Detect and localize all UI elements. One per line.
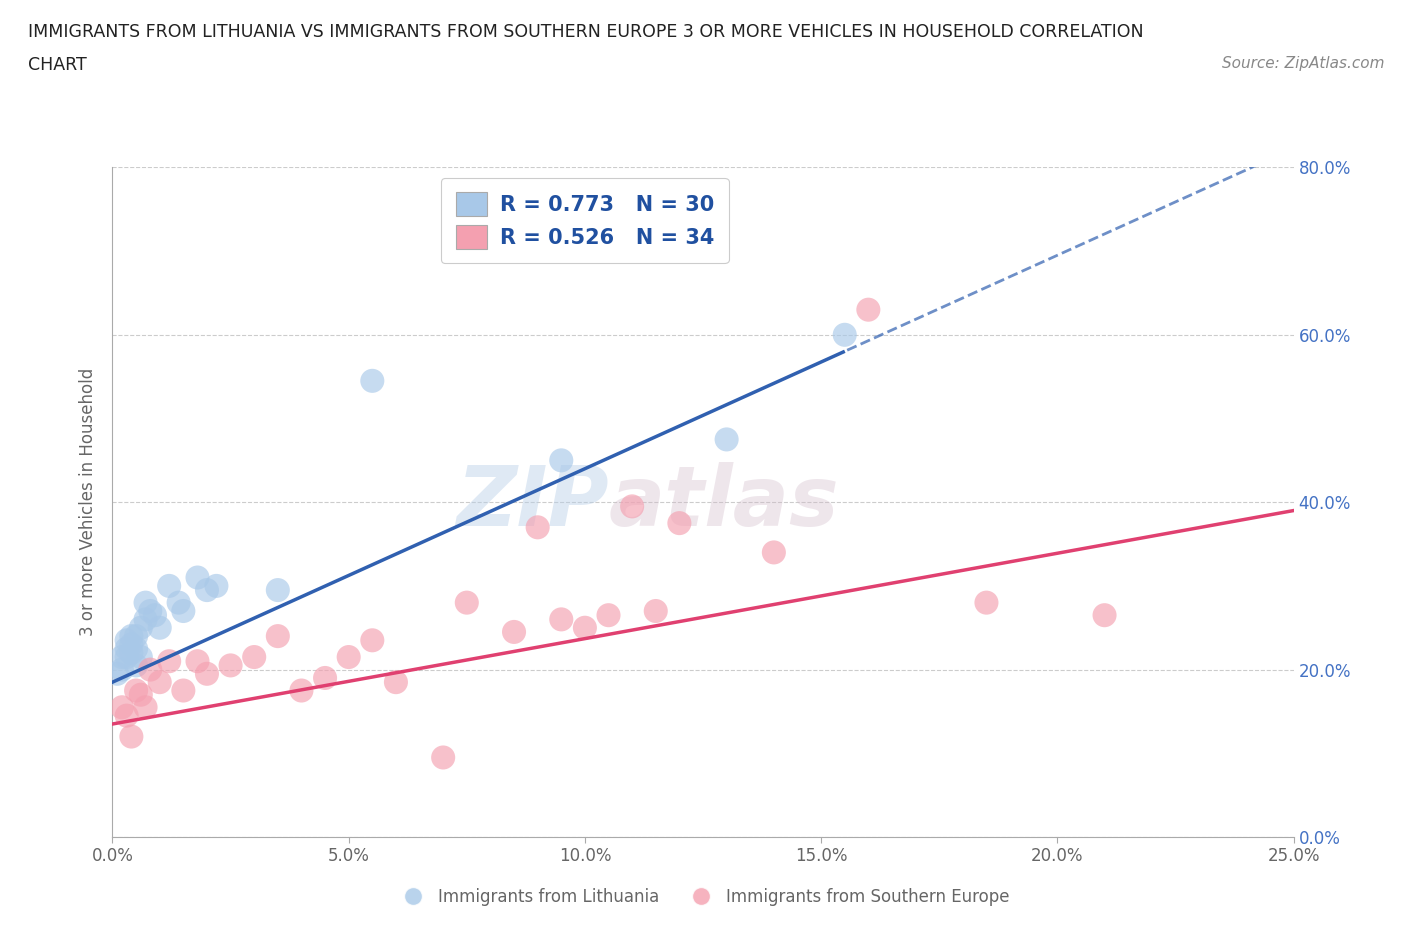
Point (143, 608, 166, 623)
Y-axis label: 3 or more Vehicles in Household: 3 or more Vehicles in Household (79, 368, 97, 636)
Point (167, 595, 190, 610)
Point (120, 645, 142, 660)
Point (834, 327, 856, 342)
Point (621, 499, 644, 514)
Point (195, 582, 218, 598)
Point (976, 595, 998, 610)
Point (125, 658, 148, 673)
Point (125, 642, 148, 657)
Legend: Immigrants from Lithuania, Immigrants from Southern Europe: Immigrants from Lithuania, Immigrants fr… (389, 881, 1017, 912)
Point (111, 662, 134, 677)
Point (149, 620, 172, 635)
Point (120, 629, 142, 644)
Point (172, 604, 194, 618)
Point (644, 604, 666, 618)
Point (716, 432, 738, 447)
Point (129, 620, 152, 635)
Point (129, 650, 152, 665)
Point (105, 667, 128, 682)
Point (115, 709, 138, 724)
Point (139, 604, 162, 618)
Point (762, 545, 785, 560)
Point (129, 687, 152, 702)
Point (125, 684, 148, 698)
Point (385, 675, 408, 690)
Point (290, 684, 312, 698)
Point (668, 516, 690, 531)
Point (314, 671, 336, 685)
Point (157, 578, 180, 593)
Point (1094, 608, 1116, 623)
Point (361, 633, 384, 648)
Point (115, 642, 138, 657)
Point (172, 684, 194, 698)
Point (139, 662, 162, 677)
Point (361, 374, 384, 389)
Point (186, 570, 208, 585)
Point (125, 629, 148, 644)
Point (205, 578, 228, 593)
Point (157, 654, 180, 669)
Text: Source: ZipAtlas.com: Source: ZipAtlas.com (1222, 56, 1385, 71)
Point (267, 629, 290, 644)
Point (456, 595, 478, 610)
Point (858, 302, 880, 317)
Point (337, 650, 360, 665)
Point (243, 650, 266, 665)
Point (135, 612, 157, 627)
Point (120, 729, 142, 744)
Point (503, 625, 526, 640)
Point (115, 650, 138, 665)
Text: ZIP: ZIP (456, 461, 609, 543)
Point (526, 520, 548, 535)
Point (111, 650, 134, 665)
Text: IMMIGRANTS FROM LITHUANIA VS IMMIGRANTS FROM SOUTHERN EUROPE 3 OR MORE VEHICLES : IMMIGRANTS FROM LITHUANIA VS IMMIGRANTS … (28, 23, 1143, 41)
Point (267, 582, 290, 598)
Point (598, 608, 620, 623)
Point (550, 612, 572, 627)
Point (550, 453, 572, 468)
Point (574, 620, 596, 635)
Text: atlas: atlas (609, 461, 839, 543)
Point (195, 667, 218, 682)
Point (149, 675, 172, 690)
Text: CHART: CHART (28, 56, 87, 73)
Point (219, 658, 242, 673)
Legend: R = 0.773   N = 30, R = 0.526   N = 34: R = 0.773 N = 30, R = 0.526 N = 34 (441, 178, 728, 263)
Point (120, 637, 142, 652)
Point (186, 654, 208, 669)
Point (135, 700, 157, 715)
Point (135, 595, 157, 610)
Point (432, 750, 454, 764)
Point (111, 700, 134, 715)
Point (115, 633, 138, 648)
